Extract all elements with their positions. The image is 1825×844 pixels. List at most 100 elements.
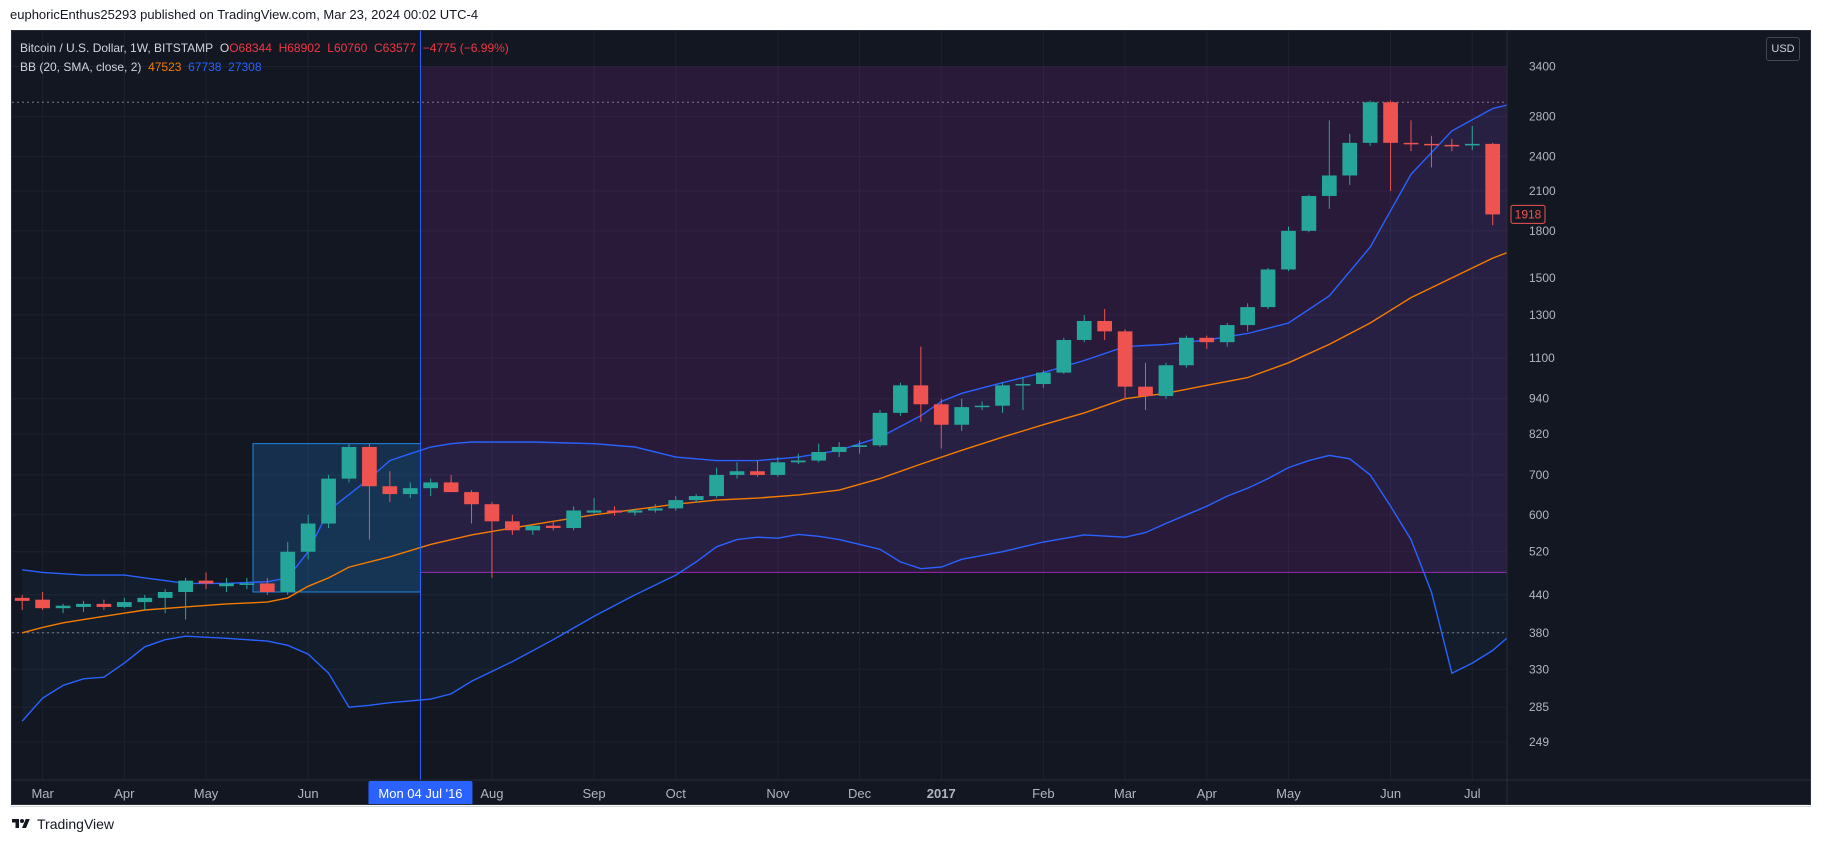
- y-tick-label: 285: [1529, 700, 1549, 714]
- candle-body[interactable]: [913, 385, 929, 405]
- footer-brand: TradingView: [37, 816, 115, 832]
- candle-body[interactable]: [484, 504, 500, 522]
- y-tick-label: 1800: [1529, 224, 1556, 238]
- candle-body[interactable]: [831, 446, 847, 452]
- candle-body[interactable]: [872, 412, 888, 446]
- candle-body[interactable]: [76, 603, 91, 607]
- candle-body[interactable]: [688, 496, 704, 501]
- candle-body[interactable]: [893, 385, 908, 413]
- candle-body[interactable]: [1485, 143, 1501, 215]
- candle-body[interactable]: [1260, 269, 1276, 308]
- candle-body[interactable]: [35, 599, 50, 609]
- candle-body[interactable]: [14, 597, 30, 601]
- candle-body[interactable]: [1076, 320, 1092, 340]
- candle-body[interactable]: [1056, 339, 1072, 373]
- candle-body[interactable]: [239, 583, 255, 585]
- candle-body[interactable]: [1383, 102, 1398, 143]
- candle-body[interactable]: [259, 583, 275, 592]
- x-tick-label: Aug: [480, 786, 503, 801]
- candle-body[interactable]: [1281, 230, 1296, 270]
- candle-body[interactable]: [1117, 331, 1133, 387]
- candle-body[interactable]: [1464, 143, 1480, 146]
- indicator-legend-row: BB (20, SMA, close, 2) 47523 67738 27308: [20, 58, 509, 77]
- bb-basis-value: 47523: [148, 60, 182, 74]
- tradingview-logo-icon: [12, 819, 30, 828]
- candle-body[interactable]: [1301, 195, 1317, 231]
- y-tick-label: 440: [1529, 588, 1549, 602]
- candle-body[interactable]: [954, 407, 970, 425]
- candle-body[interactable]: [505, 521, 520, 531]
- candle-body[interactable]: [933, 404, 949, 425]
- candle-body[interactable]: [443, 482, 459, 493]
- candle-body[interactable]: [178, 580, 193, 592]
- chart-legend: Bitcoin / U.S. Dollar, 1W, BITSTAMP OO68…: [20, 39, 509, 77]
- x-tick-label: Apr: [114, 786, 135, 801]
- candle-body[interactable]: [423, 482, 439, 489]
- candle-body[interactable]: [402, 488, 418, 495]
- symbol-legend-row: Bitcoin / U.S. Dollar, 1W, BITSTAMP OO68…: [20, 41, 509, 55]
- candle-body[interactable]: [1015, 384, 1031, 386]
- candle-body[interactable]: [995, 385, 1010, 406]
- candle-body[interactable]: [1138, 386, 1153, 396]
- candle-body[interactable]: [280, 551, 296, 592]
- candle-body[interactable]: [729, 471, 745, 475]
- candle-body[interactable]: [1219, 325, 1235, 343]
- candle-body[interactable]: [668, 500, 684, 509]
- candle-body[interactable]: [852, 445, 867, 447]
- candle-body[interactable]: [709, 474, 724, 497]
- candle-body[interactable]: [1199, 337, 1215, 343]
- candle-body[interactable]: [341, 446, 357, 479]
- candle-body[interactable]: [1444, 144, 1460, 147]
- candle-body[interactable]: [586, 510, 602, 513]
- crosshair-date-box: [368, 781, 473, 804]
- candle-body[interactable]: [770, 462, 786, 475]
- candle-body[interactable]: [137, 597, 153, 603]
- candle-body[interactable]: [96, 603, 112, 607]
- price-axis: [1507, 31, 1810, 804]
- candle-body[interactable]: [382, 486, 398, 495]
- candle-body[interactable]: [300, 523, 316, 552]
- candle-body[interactable]: [1036, 372, 1051, 385]
- candle-body[interactable]: [607, 510, 622, 513]
- candle-body[interactable]: [566, 510, 581, 529]
- candle-body[interactable]: [647, 508, 663, 511]
- candle-body[interactable]: [1403, 142, 1419, 145]
- bb-basis-line: [22, 230, 1575, 634]
- candle-body[interactable]: [790, 460, 806, 463]
- candle-body[interactable]: [55, 605, 71, 609]
- currency-button[interactable]: USD: [1766, 37, 1800, 61]
- zone-rectangle: [420, 66, 1507, 573]
- x-tick-label: 2017: [927, 786, 956, 801]
- candle-body[interactable]: [627, 510, 643, 513]
- candle-body[interactable]: [1321, 175, 1337, 196]
- candle-body[interactable]: [974, 405, 990, 408]
- highlight-box[interactable]: [252, 443, 421, 593]
- bb-background: [22, 88, 1595, 722]
- candle-body[interactable]: [1158, 365, 1174, 396]
- candle-body[interactable]: [362, 446, 377, 487]
- candle-body[interactable]: [464, 492, 479, 505]
- candle-body[interactable]: [1362, 102, 1378, 143]
- x-tick-label: Dec: [848, 786, 872, 801]
- candle-body[interactable]: [1342, 142, 1358, 176]
- candle-body[interactable]: [1240, 307, 1255, 326]
- candle-body[interactable]: [750, 471, 765, 475]
- candle-body[interactable]: [545, 525, 561, 529]
- candle-body[interactable]: [1097, 320, 1113, 332]
- candle-body[interactable]: [525, 525, 541, 531]
- divider: [11, 806, 1811, 807]
- candle-body[interactable]: [1424, 143, 1439, 146]
- x-tick-label: Jun: [298, 786, 319, 801]
- candle-body[interactable]: [219, 583, 234, 587]
- chart-panel[interactable]: 249 285 330 380 440 520 600 700 820 940 1100 1300 15…: [11, 30, 1811, 805]
- bb-upper-value: 67738: [188, 60, 222, 74]
- x-tick-label: Sep: [582, 786, 605, 801]
- candle-body[interactable]: [1178, 337, 1194, 366]
- candle-body[interactable]: [198, 580, 214, 584]
- candle-body[interactable]: [811, 451, 827, 461]
- price-chart[interactable]: 249 285 330 380 440 520 600 700 820 940 1100 1300 15…: [12, 31, 1811, 805]
- candle-body[interactable]: [116, 602, 132, 607]
- candle-body[interactable]: [321, 478, 336, 524]
- candle-body[interactable]: [157, 591, 173, 598]
- y-tick-label: 2100: [1529, 184, 1556, 198]
